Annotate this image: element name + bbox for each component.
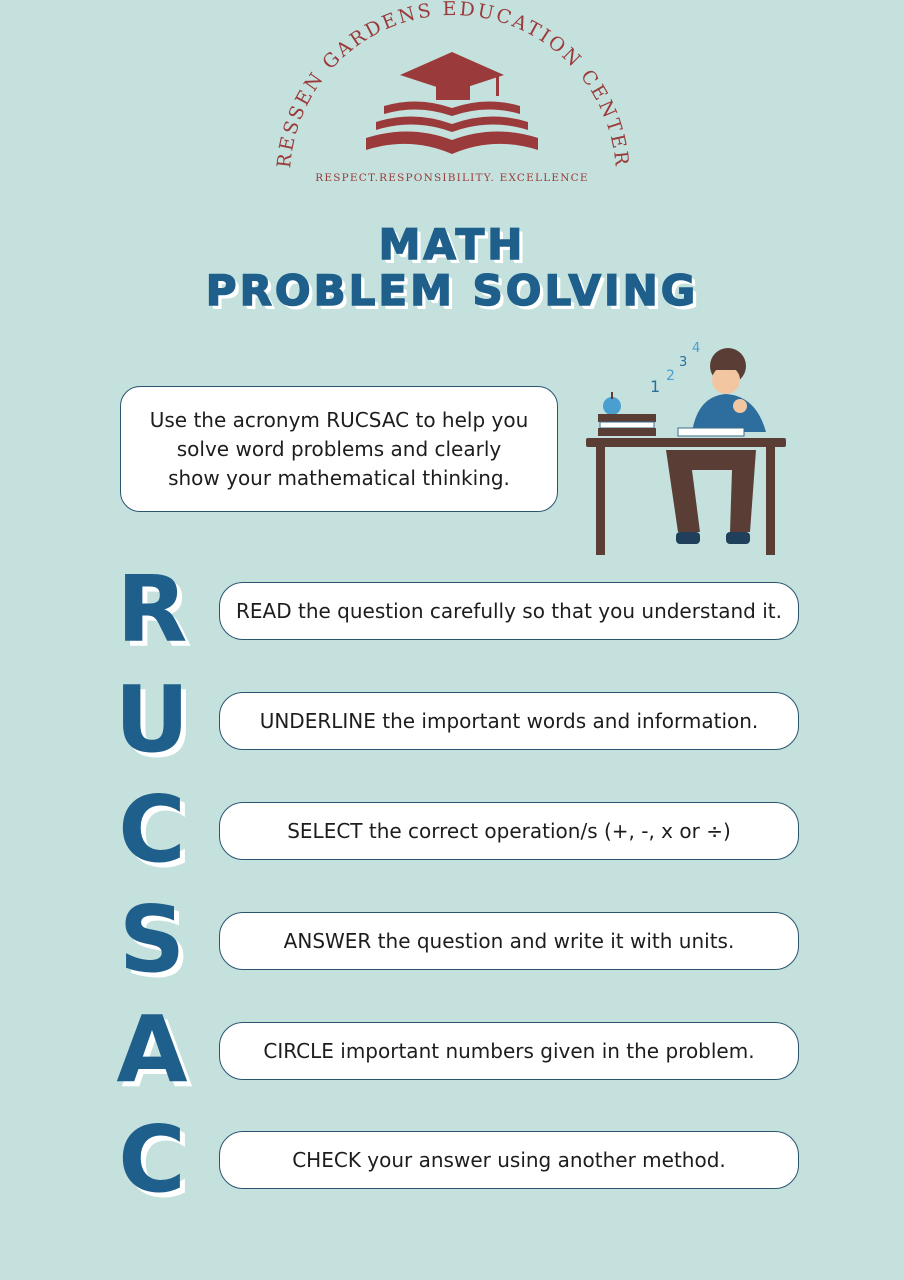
number-2: 2 [666, 368, 675, 384]
number-4: 4 [692, 341, 700, 356]
step-read: READ the question carefully so that you … [219, 582, 799, 640]
logo-tagline: RESPECT.RESPONSIBILITY. EXCELLENCE [315, 172, 588, 184]
step-answer-text: ANSWER the question and write it with un… [283, 929, 735, 953]
title-line-2: PROBLEM SOLVING [205, 265, 699, 316]
school-logo: RESSEN GARDENS EDUCATION CENTER RESPECT.… [273, 0, 630, 184]
student-thinking-at-desk-icon: 1 2 3 4 [586, 341, 786, 555]
letter-c: C [118, 776, 186, 883]
letter-a: A [116, 996, 188, 1103]
letter-u: U [114, 666, 190, 773]
step-underline-text: UNDERLINE the important words and inform… [259, 709, 759, 733]
step-check: CHECK your answer using another method. [219, 1131, 799, 1189]
step-circle-text: CIRCLE important numbers given in the pr… [263, 1039, 755, 1063]
number-1: 1 [650, 377, 660, 396]
step-underline: UNDERLINE the important words and inform… [219, 692, 799, 750]
step-answer: ANSWER the question and write it with un… [219, 912, 799, 970]
step-read-text: READ the question carefully so that you … [236, 599, 782, 623]
letter-c-2: C [118, 1106, 186, 1213]
letter-r: R [116, 556, 188, 663]
intro-text: Use the acronym RUCSAC to help you solve… [149, 407, 529, 490]
graduation-cap-book-icon [366, 52, 538, 154]
number-3: 3 [679, 355, 687, 370]
step-circle: CIRCLE important numbers given in the pr… [219, 1022, 799, 1080]
step-select: SELECT the correct operation/s (+, -, x … [219, 802, 799, 860]
step-select-text: SELECT the correct operation/s (+, -, x … [287, 819, 731, 843]
intro-box: Use the acronym RUCSAC to help you solve… [120, 386, 558, 512]
title-line-1: MATH [378, 219, 526, 270]
letter-s: S [118, 886, 186, 993]
step-check-text: CHECK your answer using another method. [292, 1148, 726, 1172]
